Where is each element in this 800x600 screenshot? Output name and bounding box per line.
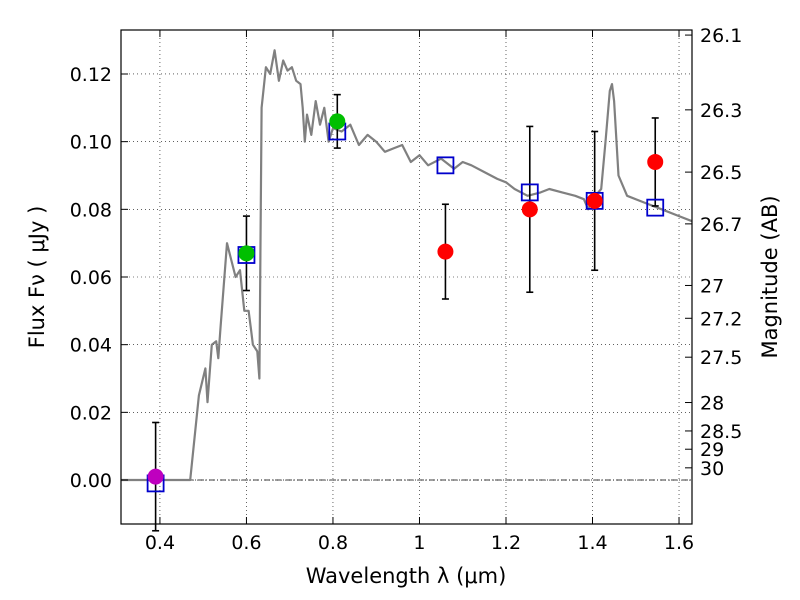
error-bars xyxy=(152,93,659,532)
right-tick-label: 26.5 xyxy=(700,162,742,184)
observed-point xyxy=(147,468,164,485)
observed-point xyxy=(437,243,454,260)
y-tick-label: 0.00 xyxy=(70,470,112,492)
plot-frame xyxy=(120,29,693,525)
x-tick-label: 1 xyxy=(413,532,425,554)
x-tick-label: 0.4 xyxy=(145,532,175,554)
x-tick-label: 1.2 xyxy=(491,532,521,554)
grid xyxy=(121,30,692,524)
y-tick-label: 0.04 xyxy=(70,335,112,357)
model-band-fluxes xyxy=(146,122,665,493)
x-tick-label: 0.8 xyxy=(318,532,348,554)
model-band-square xyxy=(646,198,665,217)
model-spectrum xyxy=(121,49,693,482)
model-band-square xyxy=(436,156,455,175)
right-tick-label: 26.1 xyxy=(700,25,742,47)
y-tick-label: 0.02 xyxy=(70,402,112,424)
y-axis-ticks: 0.00 0.02 0.04 0.06 0.08 0.10 0.12 xyxy=(70,64,128,492)
right-tick-label: 27 xyxy=(700,275,724,297)
spectrum-line xyxy=(121,49,693,482)
y-tick-label: 0.08 xyxy=(70,199,112,221)
y-tick-label: 0.06 xyxy=(70,267,112,289)
right-axis-label: Magnitude (AB) xyxy=(758,195,782,358)
right-tick-label: 27.5 xyxy=(700,347,742,369)
observed-point xyxy=(521,201,538,218)
observed-point xyxy=(238,245,255,262)
observed-point xyxy=(647,153,664,170)
x-axis-label: Wavelength λ (μm) xyxy=(306,564,507,588)
observed-fluxes xyxy=(147,113,664,485)
right-tick-label: 30 xyxy=(700,458,724,480)
x-tick-label: 0.6 xyxy=(231,532,261,554)
right-tick-label: 26.7 xyxy=(700,214,742,236)
model-band-square xyxy=(520,183,539,202)
observed-point xyxy=(329,113,346,130)
right-tick-label: 27.2 xyxy=(700,308,742,330)
y-tick-label: 0.12 xyxy=(70,64,112,86)
observed-point xyxy=(586,192,603,209)
right-tick-label: 29 xyxy=(700,439,724,461)
right-tick-label: 28 xyxy=(700,393,724,415)
y-axis-label: Flux Fν ( μJy ) xyxy=(25,206,49,349)
x-tick-label: 1.4 xyxy=(577,532,607,554)
x-tick-label: 1.6 xyxy=(664,532,694,554)
right-tick-label: 28.5 xyxy=(700,421,742,443)
x-axis-ticks: 0.4 0.6 0.8 1 1.2 1.4 1.6 xyxy=(145,30,694,554)
right-tick-label: 26.3 xyxy=(700,100,742,122)
y-tick-label: 0.10 xyxy=(70,132,112,154)
